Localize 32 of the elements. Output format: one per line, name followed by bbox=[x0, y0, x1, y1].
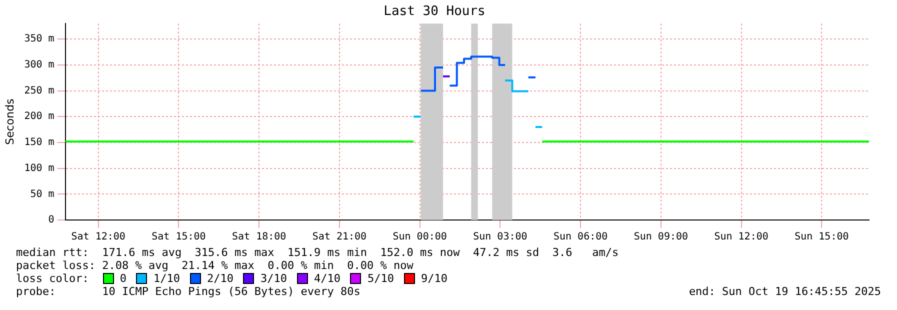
legend-label: 5/10 bbox=[367, 272, 394, 285]
x-tick-label: Sun 09:00 bbox=[634, 232, 688, 243]
x-tick-label: Sat 15:00 bbox=[152, 232, 206, 243]
y-tick-label: 50 m bbox=[30, 188, 54, 200]
x-tick-label: Sat 18:00 bbox=[232, 232, 286, 243]
x-tick-label: Sun 06:00 bbox=[553, 232, 608, 243]
y-tick-label: 100 m bbox=[24, 162, 54, 174]
legend-label: 0 bbox=[120, 272, 126, 285]
legend-label: 9/10 bbox=[420, 272, 448, 285]
text: packet loss: 2.08 % avg 21.14 % max 0.00 % min 0.00 % now bbox=[16, 259, 414, 272]
x-tick-label: Sat 21:00 bbox=[312, 232, 367, 243]
x-tick-label: Sun 03:00 bbox=[473, 232, 528, 243]
legend-label: 2/10 bbox=[206, 272, 234, 285]
y-tick-label: 250 m bbox=[24, 85, 54, 96]
text: probe: 10 ICMP Echo Pings (56 Bytes) every 80s bbox=[16, 285, 360, 298]
y-tick-label: 0 bbox=[48, 214, 54, 226]
legend-title: loss color: bbox=[16, 272, 89, 285]
y-axis-title: Seconds bbox=[3, 98, 16, 145]
text: median rtt: 171.6 ms avg 315.6 ms max 151.9 ms min 152.0 ms now 47.2 ms sd 3.6 am/s bbox=[16, 246, 620, 259]
y-tick-label: 200 m bbox=[24, 111, 54, 122]
y-tick-label: 350 m bbox=[24, 34, 54, 45]
y-tick-label: 300 m bbox=[24, 60, 54, 71]
x-tick-label: Sun 15:00 bbox=[794, 232, 849, 243]
legend-label: 1/10 bbox=[153, 272, 180, 285]
legend-label: 3/10 bbox=[260, 272, 287, 285]
text: end: Sun Oct 19 16:45:55 2025 bbox=[688, 285, 881, 298]
x-tick-label: Sat 12:00 bbox=[71, 232, 126, 243]
y-tick-label: 150 m bbox=[24, 137, 54, 148]
chart-title: Last 30 Hours bbox=[384, 4, 486, 20]
x-tick-label: Sun 12:00 bbox=[714, 232, 768, 243]
legend-label: 4/10 bbox=[314, 272, 340, 285]
x-tick-label: Sun 00:00 bbox=[392, 232, 447, 243]
